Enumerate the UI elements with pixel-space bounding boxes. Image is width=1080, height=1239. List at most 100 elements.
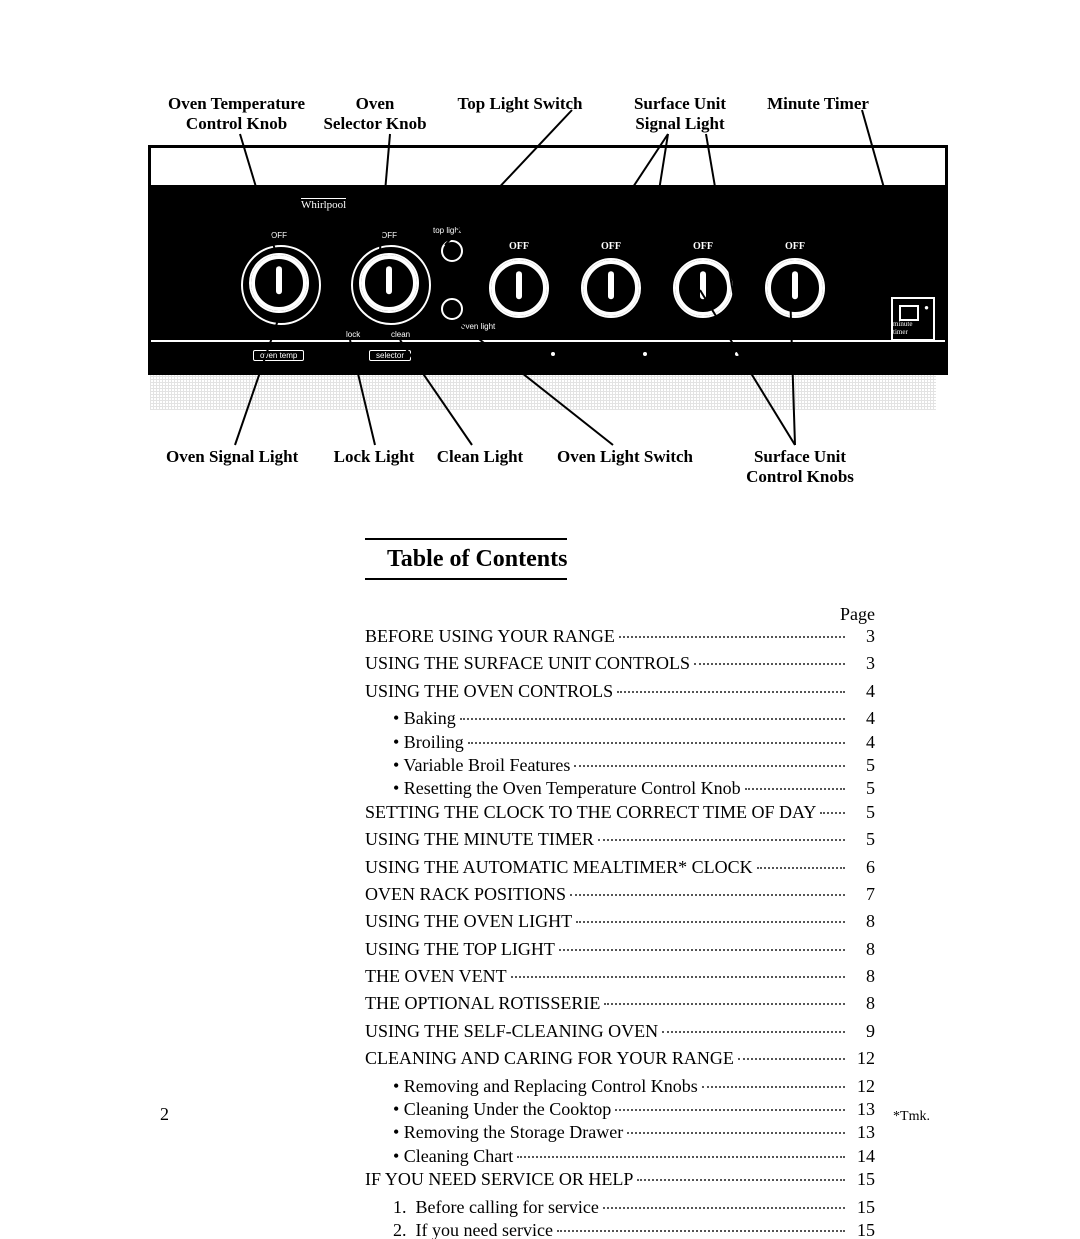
toc-entry-text: USING THE TOP LIGHT xyxy=(365,938,555,961)
brand-badge: Whirlpool xyxy=(301,198,346,211)
selector-scale xyxy=(351,245,431,325)
label-minute-timer: Minute Timer xyxy=(767,94,869,114)
toc-entry-text: USING THE MINUTE TIMER xyxy=(365,828,594,851)
toc-leader-dots xyxy=(557,1230,845,1232)
toc-entry: BEFORE USING YOUR RANGE3 xyxy=(365,625,875,648)
surface-knob-3 xyxy=(675,260,731,316)
toc-entry: USING THE OVEN LIGHT 8 xyxy=(365,910,875,933)
toc-leader-dots xyxy=(745,788,845,790)
lbl-text: Signal Light xyxy=(635,114,724,133)
label-oven-signal-light: Oven Signal Light xyxy=(166,447,298,467)
toc-entry-page: 13 xyxy=(851,1098,875,1121)
toc-entry-text: BEFORE USING YOUR RANGE xyxy=(365,625,615,648)
toc-title-wrap: Table of Contents xyxy=(365,538,875,580)
toc-entry-page: 8 xyxy=(851,938,875,961)
toc-entry: CLEANING AND CARING FOR YOUR RANGE12 xyxy=(365,1047,875,1070)
toc-leader-dots xyxy=(662,1031,845,1033)
cap-oven-light: oven light xyxy=(461,322,495,331)
toc-entry-page: 5 xyxy=(851,828,875,851)
off-label: OFF xyxy=(596,241,626,252)
minute-timer-display: minute timer xyxy=(891,297,935,341)
toc-entry-page: 13 xyxy=(851,1121,875,1144)
tick-off: OFF xyxy=(271,231,287,240)
off-label: OFF xyxy=(780,241,810,252)
toc-leader-dots xyxy=(738,1058,845,1060)
toc-entry: SETTING THE CLOCK TO THE CORRECT TIME OF… xyxy=(365,801,875,824)
panel-texture xyxy=(150,374,936,410)
toc-leader-dots xyxy=(468,742,845,744)
toc-entry-text: • Removing and Replacing Control Knobs xyxy=(393,1075,698,1098)
lbl-text: Clean Light xyxy=(437,447,523,466)
toc-leader-dots xyxy=(603,1207,845,1209)
toc-entry-text: • Cleaning Chart xyxy=(393,1145,513,1168)
toc-subentry: • Cleaning Chart 14 xyxy=(365,1145,875,1168)
toc-entry-text: • Variable Broil Features xyxy=(393,754,570,777)
toc-entry: IF YOU NEED SERVICE OR HELP15 xyxy=(365,1168,875,1191)
toc-entry: USING THE SELF-CLEANING OVEN 9 xyxy=(365,1020,875,1043)
label-oven-light-switch: Oven Light Switch xyxy=(557,447,693,467)
cap-lock: lock xyxy=(346,330,360,339)
toc-entry-text: USING THE SELF-CLEANING OVEN xyxy=(365,1020,658,1043)
toc-entry: USING THE SURFACE UNIT CONTROLS3 xyxy=(365,652,875,675)
toc-title: Table of Contents xyxy=(365,538,567,580)
toc-subentry: • Cleaning Under the Cooktop13 xyxy=(365,1098,875,1121)
off-label: OFF xyxy=(688,241,718,252)
toc-entry-page: 5 xyxy=(851,801,875,824)
toc-entry: THE OVEN VENT8 xyxy=(365,965,875,988)
toc-leader-dots xyxy=(627,1132,845,1134)
cap-clean: clean xyxy=(391,330,410,339)
toc-subentry: • Variable Broil Features 5 xyxy=(365,754,875,777)
lbl-text: Surface Unit xyxy=(754,447,846,466)
toc-entry-page: 4 xyxy=(851,707,875,730)
toc-entry-text: 1. Before calling for service xyxy=(393,1196,599,1219)
label-lock-light: Lock Light xyxy=(334,447,415,467)
toc-leader-dots xyxy=(637,1179,845,1181)
toc-entry: USING THE TOP LIGHT 8 xyxy=(365,938,875,961)
toc-entry-page: 5 xyxy=(851,754,875,777)
panel-background: Whirlpool OFF OFF top light oven light O… xyxy=(151,185,945,372)
toc-entry-page: 4 xyxy=(851,680,875,703)
tick-off: OFF xyxy=(381,231,397,240)
toc-subentry: • Removing and Replacing Control Knobs 12 xyxy=(365,1075,875,1098)
toc-leader-dots xyxy=(619,636,845,638)
toc-entry-page: 14 xyxy=(851,1145,875,1168)
toc-entry-page: 3 xyxy=(851,652,875,675)
label-top-light-switch: Top Light Switch xyxy=(457,94,582,114)
toc-entry-page: 9 xyxy=(851,1020,875,1043)
toc-entry-text: OVEN RACK POSITIONS xyxy=(365,883,566,906)
toc-entry-text: • Removing the Storage Drawer xyxy=(393,1121,623,1144)
toc-entry-text: CLEANING AND CARING FOR YOUR RANGE xyxy=(365,1047,734,1070)
label-surface-unit-signal-light: Surface Unit Signal Light xyxy=(634,94,726,133)
toc-entry: THE OPTIONAL ROTISSERIE8 xyxy=(365,992,875,1015)
toc-subentry: • Broiling4 xyxy=(365,731,875,754)
label-oven-selector-knob: Oven Selector Knob xyxy=(323,94,426,133)
signal-dot xyxy=(735,352,739,356)
toc-entry-page: 15 xyxy=(851,1168,875,1191)
toc-entry-text: USING THE AUTOMATIC MEALTIMER* CLOCK xyxy=(365,856,753,879)
toc-entry-page: 6 xyxy=(851,856,875,879)
lbl-text: Control Knobs xyxy=(746,467,854,486)
lbl-text: Oven Temperature xyxy=(168,94,305,113)
oven-temp-scale xyxy=(241,245,321,325)
panel-separator-line xyxy=(151,340,945,342)
toc-subentry: • Baking 4 xyxy=(365,707,875,730)
off-label: OFF xyxy=(504,241,534,252)
toc-entry-text: • Baking xyxy=(393,707,456,730)
top-light-switch xyxy=(441,240,463,262)
surface-knob-4 xyxy=(767,260,823,316)
toc-subentry: • Removing the Storage Drawer 13 xyxy=(365,1121,875,1144)
toc-entry-text: USING THE OVEN LIGHT xyxy=(365,910,572,933)
callout-lines xyxy=(0,0,1080,500)
toc-subentry: 2. If you need service15 xyxy=(365,1219,875,1239)
oven-light-switch xyxy=(441,298,463,320)
control-panel: Whirlpool OFF OFF top light oven light O… xyxy=(148,145,948,405)
toc-leader-dots xyxy=(576,921,845,923)
toc-entry-page: 12 xyxy=(851,1075,875,1098)
toc-entry-page: 8 xyxy=(851,910,875,933)
lbl-text: Control Knob xyxy=(186,114,287,133)
toc-leader-dots xyxy=(702,1086,845,1088)
oven-selector-knob xyxy=(361,255,417,311)
toc-entry-page: 4 xyxy=(851,731,875,754)
toc-entry-text: • Resetting the Oven Temperature Control… xyxy=(393,777,741,800)
toc-entry: USING THE MINUTE TIMER 5 xyxy=(365,828,875,851)
